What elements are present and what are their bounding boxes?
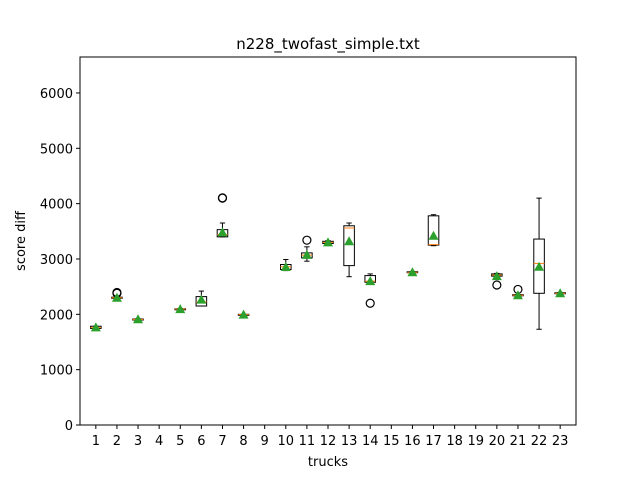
box-group [132,314,144,324]
x-tick-label: 5 [176,434,184,449]
x-tick-label: 14 [362,434,379,449]
mean-marker [365,276,376,286]
x-tick-label: 12 [320,434,337,449]
box-group [301,235,313,262]
mean-marker [407,267,418,277]
mean-marker [555,288,566,298]
mean-marker [175,304,186,314]
box [427,215,440,246]
box-group [364,273,376,308]
x-tick-label: 17 [425,434,442,449]
x-tick-label: 21 [510,434,527,449]
y-tick-label: 2000 [40,308,73,323]
box-group [111,287,123,302]
x-tick-label: 18 [446,434,463,449]
mean-marker [217,227,228,237]
x-axis-label: trucks [308,455,348,470]
box-group [90,322,102,332]
x-tick-label: 15 [383,434,400,449]
x-tick-label: 2 [113,434,121,449]
y-tick-label: 0 [65,419,73,434]
outlier-point [492,280,502,290]
box-group [280,259,292,272]
box-group [322,237,334,247]
outlier-point [365,298,375,308]
mean-marker [280,262,291,272]
x-tick-label: 19 [467,434,484,449]
box-group [427,214,440,247]
chart-title: n228_twofast_simple.txt [236,35,420,54]
mean-marker [133,314,144,324]
mean-marker [111,292,122,302]
y-tick-label: 6000 [40,87,73,102]
box-group [174,304,187,314]
mean-marker [238,309,249,319]
x-tick-label: 3 [134,434,142,449]
y-tick-label: 1000 [40,364,73,379]
x-tick-label: 10 [278,434,295,449]
y-tick-label: 4000 [40,198,73,213]
mean-marker [323,237,333,247]
box-group [195,290,208,307]
plot-marks [90,193,566,332]
box-group [512,284,524,300]
box-group [554,288,566,298]
box [343,225,355,267]
mean-marker [428,230,439,240]
x-tick-label: 9 [261,434,269,449]
x-tick-label: 8 [239,434,247,449]
x-tick-label: 7 [218,434,226,449]
mean-marker [196,294,207,304]
x-tick-label: 13 [341,434,358,449]
x-tick-label: 22 [531,434,548,449]
y-tick-label: 5000 [40,142,73,157]
box-group [533,197,545,330]
box-group [406,267,419,277]
outlier-point [302,235,312,245]
box-group [343,222,355,278]
x-tick-label: 16 [404,434,421,449]
outlier-point [217,193,228,203]
box [533,238,545,294]
x-tick-label: 23 [552,434,569,449]
mean-marker [534,261,545,271]
mean-marker [301,249,312,259]
x-tick-label: 4 [155,434,163,449]
x-tick-label: 6 [197,434,205,449]
x-tick-label: 11 [299,434,316,449]
mean-marker [512,290,523,300]
box-group [216,193,229,238]
box-group [491,271,503,290]
mean-marker [491,271,502,281]
x-tick-label: 1 [92,434,100,449]
x-tick-label: 20 [489,434,506,449]
y-tick-label: 3000 [40,253,73,268]
mean-marker [90,322,101,332]
box-group [237,309,250,319]
y-axis-label: score diff [14,210,29,271]
mean-marker [344,236,355,246]
